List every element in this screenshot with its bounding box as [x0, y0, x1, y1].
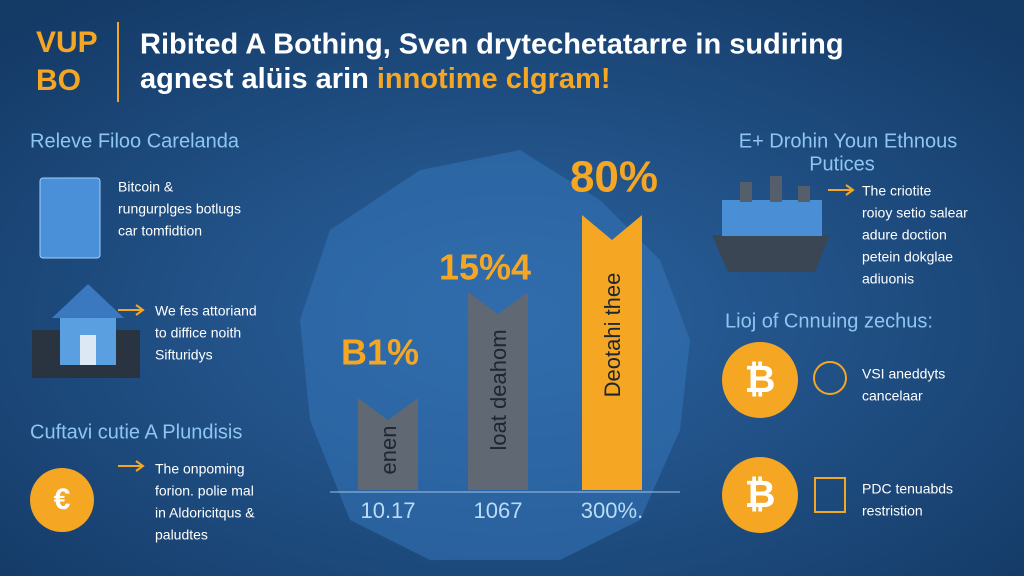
text: Sifturidys: [155, 347, 213, 363]
text: We fes attoriand: [155, 303, 257, 319]
ship-icon: [712, 176, 830, 272]
bar-label: B1%: [341, 332, 419, 373]
text: adiuonis: [862, 271, 914, 287]
text: forion. polie mal: [155, 483, 254, 499]
text: restristion: [862, 503, 923, 519]
bar-label: 15%4: [439, 247, 531, 288]
house-icon: [32, 284, 140, 378]
text: cancelaar: [862, 388, 923, 404]
title-part: agnest alüis arin: [140, 63, 369, 95]
bar-label: 80%: [570, 153, 658, 202]
text: car tomfidtion: [118, 223, 202, 239]
coin: [722, 342, 798, 418]
coin-symbol: ₿: [745, 359, 776, 401]
bar-text: loat deahom: [486, 329, 511, 450]
coin-symbol: €: [54, 483, 71, 516]
bar-text: enen: [376, 426, 401, 475]
title: agnest alüis arin innotime clgram!: [140, 63, 611, 95]
text: PDC tenuabds: [862, 481, 953, 497]
arrow: [118, 304, 145, 316]
bar-value: 300%.: [581, 498, 643, 523]
heading: Cuftavi cutie A Plundisis: [30, 421, 242, 443]
text: to diffice noith: [155, 325, 241, 341]
heading: E+ Drohin Youn Ethnous: [739, 130, 958, 152]
icon: [813, 361, 847, 395]
title-highlight: innotime clgram!: [377, 63, 611, 95]
icon: [814, 477, 846, 513]
logo: BO: [36, 64, 81, 97]
text: petein dokglae: [862, 249, 953, 265]
arrow: [828, 184, 855, 196]
heading: Putices: [809, 153, 875, 175]
text: roioy setio salear: [862, 205, 968, 221]
coin: [722, 457, 798, 533]
bar: [358, 398, 418, 490]
bar: [582, 215, 642, 490]
bar-value: 1067: [474, 498, 523, 523]
arrow: [118, 460, 145, 472]
text: in Aldoricitqus &: [155, 505, 255, 521]
text: The onpoming: [155, 461, 245, 477]
text: rungurplges botlugs: [118, 201, 241, 217]
coin-symbol: ₿: [745, 474, 776, 516]
bar-text: Deotahi thee: [600, 273, 625, 398]
text: The criotite: [862, 183, 931, 199]
text: VSI aneddyts: [862, 366, 945, 382]
heading: Lioj of Cnnuing zechus:: [725, 310, 933, 332]
text: adure doction: [862, 227, 947, 243]
logo: VUP: [36, 26, 98, 59]
text: paludtes: [155, 527, 208, 543]
bar-value: 10.17: [360, 498, 415, 523]
bar: [468, 292, 528, 490]
coin: [30, 468, 94, 532]
icon: [39, 177, 101, 259]
heading: Releve Filoo Carelanda: [30, 130, 240, 152]
title: Ribited A Bothing, Sven drytechetatarre …: [140, 29, 844, 61]
text: Bitcoin &: [118, 179, 174, 195]
